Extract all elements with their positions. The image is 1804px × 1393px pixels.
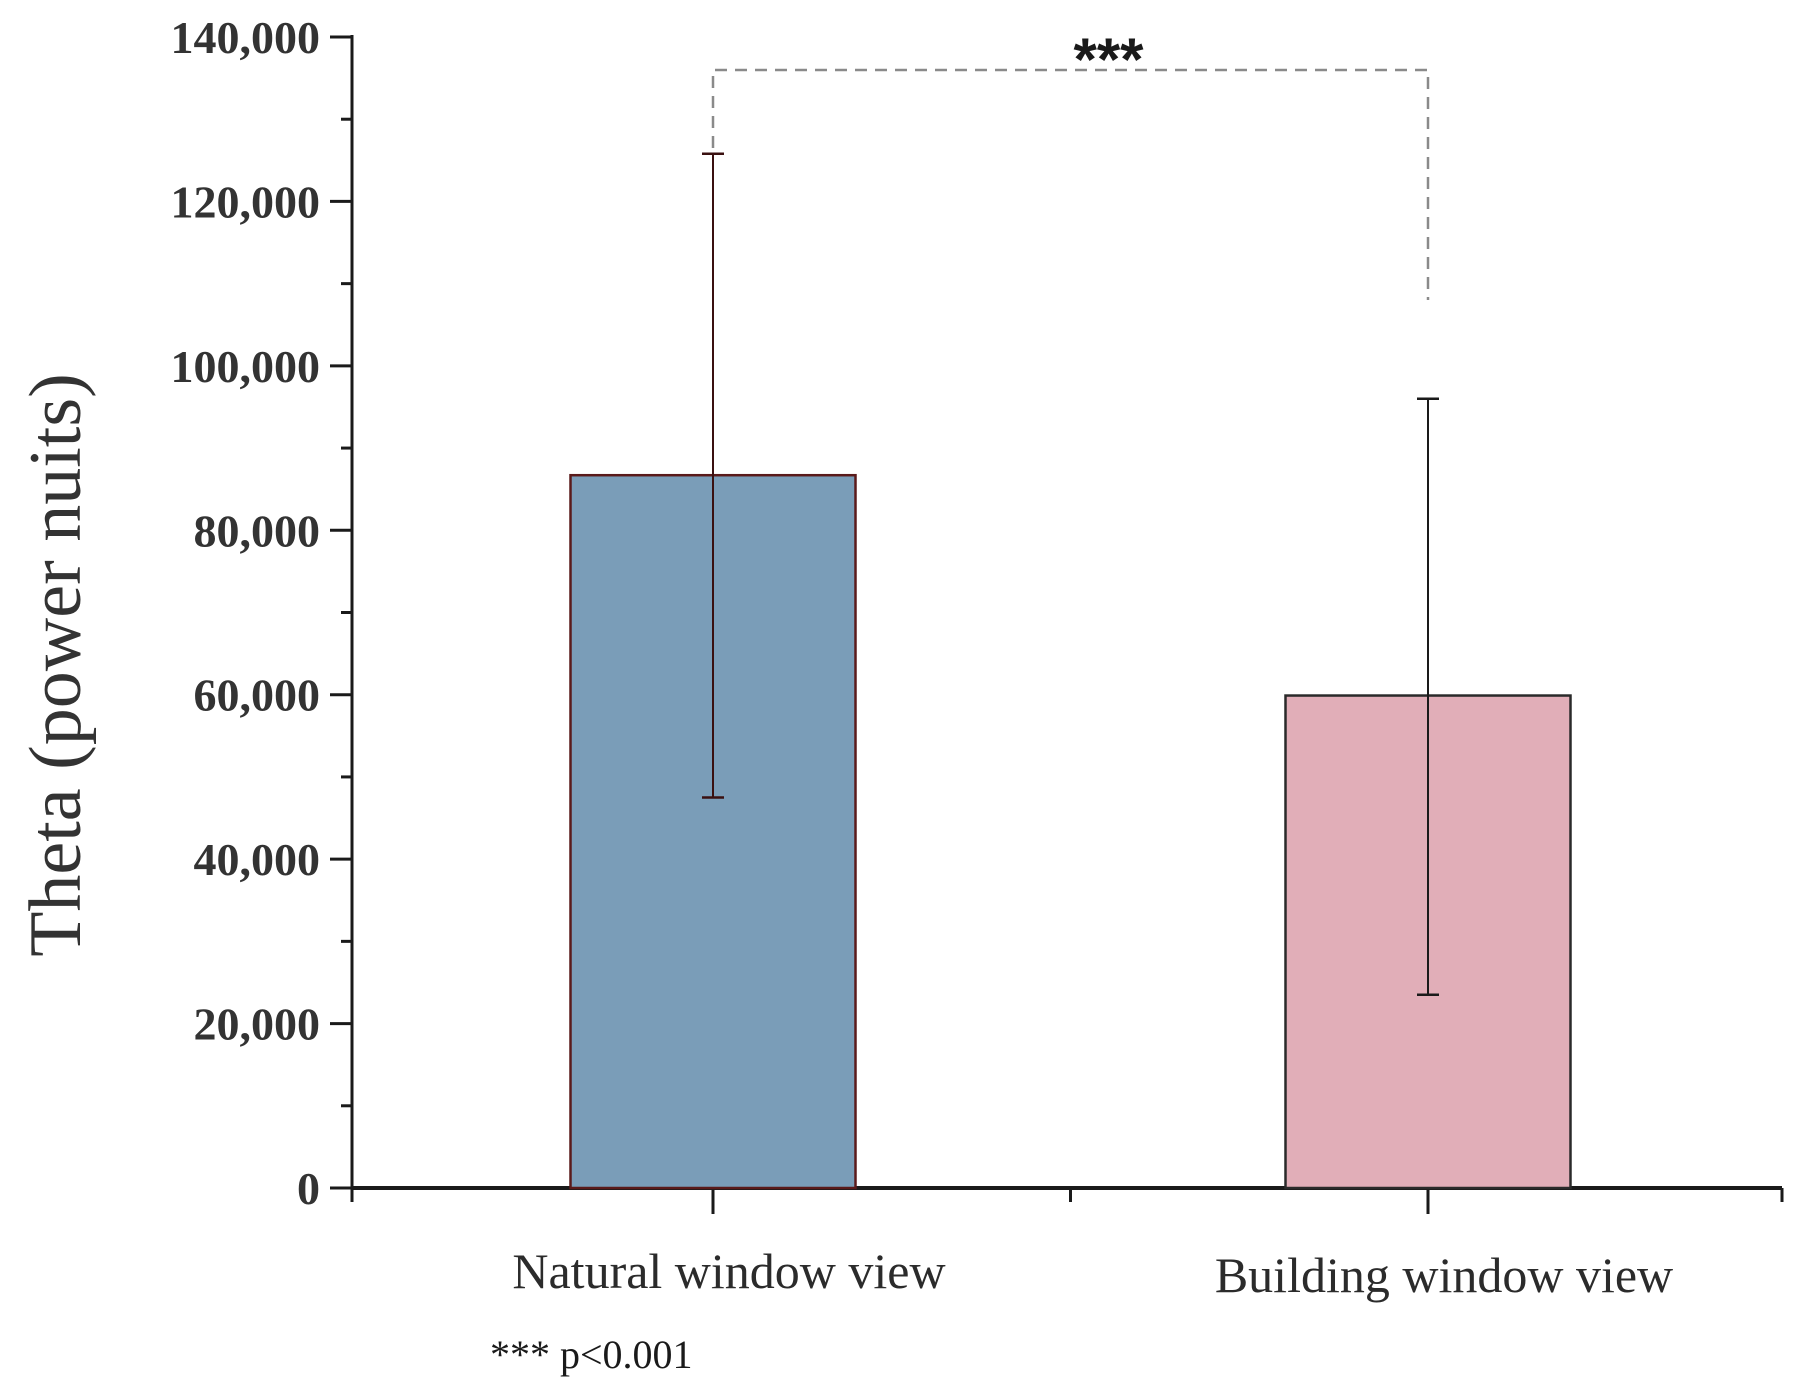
- y-axis-label: Theta (power nuits): [15, 373, 97, 957]
- y-tick-label: 60,000: [194, 670, 321, 721]
- x-category-label: Natural window view: [512, 1243, 945, 1299]
- axes: 0 20,000 40,000 60,000 80,000 100,000 120,000 1…: [171, 12, 1784, 1303]
- y-tick-label: 120,000: [171, 176, 321, 227]
- y-tick-label: 100,000: [171, 341, 321, 392]
- y-tick-label: 140,000: [171, 12, 321, 63]
- y-tick-label: 20,000: [194, 999, 321, 1050]
- y-tick-label: 80,000: [194, 505, 321, 556]
- x-category-label: Building window view: [1215, 1247, 1673, 1303]
- error-bars: [702, 152, 1439, 997]
- y-tick-label: 40,000: [194, 834, 321, 885]
- significance-bracket: ***: [711, 26, 1430, 300]
- y-tick-label: 0: [297, 1163, 320, 1214]
- significance-footnote: *** p<0.001: [490, 1332, 693, 1377]
- significance-bracket-line: [711, 68, 1430, 300]
- significance-stars: ***: [1073, 26, 1144, 93]
- bars: [569, 473, 1572, 1190]
